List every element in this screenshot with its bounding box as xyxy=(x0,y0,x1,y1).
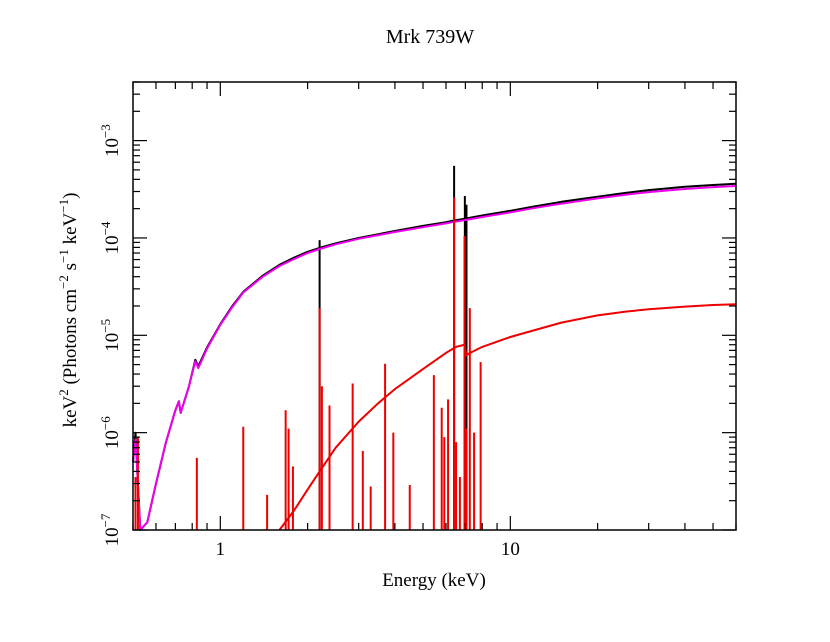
x-axis-label: Energy (keV) xyxy=(382,570,486,591)
x-tick-label: 1 xyxy=(216,539,226,560)
chart-title: Mrk 739W xyxy=(386,26,474,48)
y-tick-label: 10−7 xyxy=(98,513,123,546)
series-2 xyxy=(134,197,737,531)
y-tick-label: 10−5 xyxy=(98,319,123,352)
y-tick-label: 10−3 xyxy=(98,124,123,157)
plot-frame xyxy=(132,81,737,531)
series-2-continuum xyxy=(278,303,737,531)
y-tick-label: 10−6 xyxy=(98,416,123,449)
y-axis-label: keV2 (Photons cm−2 s−1 keV−1) xyxy=(56,193,81,428)
series-1-continuum xyxy=(132,185,737,531)
y-tick-label: 10−4 xyxy=(98,221,123,254)
x-tick-label: 10 xyxy=(501,539,520,560)
series-1 xyxy=(132,185,737,531)
axes: 1 10 10−7 10−6 10−5 10−4 10−3 xyxy=(98,81,737,560)
series-layer xyxy=(132,165,737,531)
